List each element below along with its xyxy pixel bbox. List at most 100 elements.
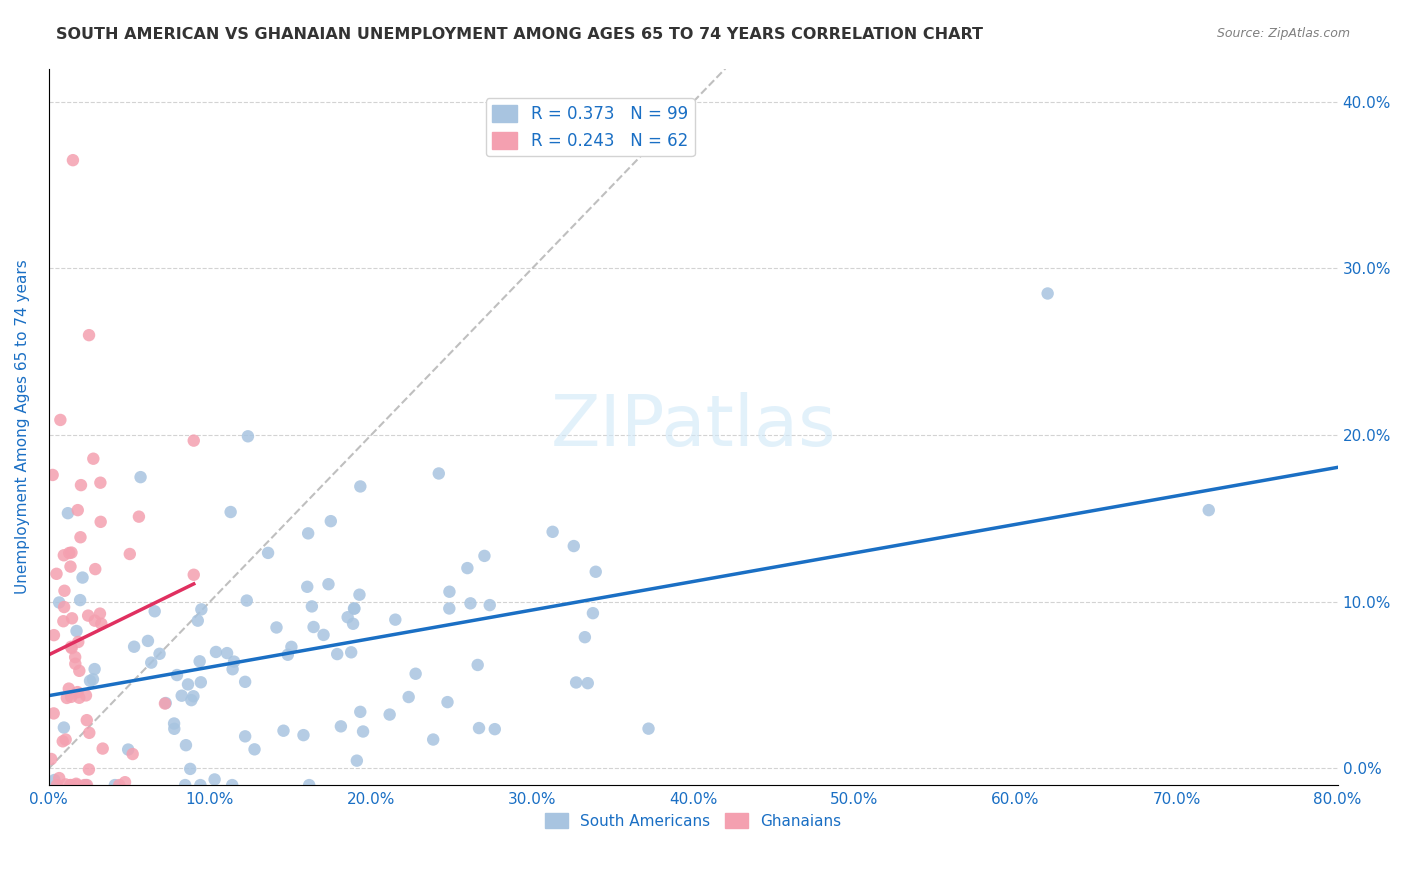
- Point: [318, 577, 340, 591]
- Point: [58, 681, 80, 696]
- Point: [183, 690, 205, 704]
- Point: [422, 732, 444, 747]
- Point: [62, 153, 84, 168]
- Point: [236, 429, 259, 443]
- Y-axis label: Unemployment Among Ages 65 to 74 years: Unemployment Among Ages 65 to 74 years: [15, 260, 30, 594]
- Point: [129, 470, 152, 484]
- Point: [72, 571, 94, 585]
- Point: [221, 778, 243, 792]
- Text: Source: ZipAtlas.com: Source: ZipAtlas.com: [1216, 27, 1350, 40]
- Text: ZIPatlas: ZIPatlas: [550, 392, 837, 461]
- Point: [405, 666, 427, 681]
- Point: [65, 777, 87, 791]
- Point: [59, 778, 82, 792]
- Point: [52, 721, 75, 735]
- Point: [121, 747, 143, 761]
- Point: [177, 677, 200, 691]
- Point: [163, 716, 186, 731]
- Point: [484, 722, 506, 736]
- Point: [190, 778, 212, 792]
- Point: [190, 602, 212, 616]
- Point: [75, 778, 97, 792]
- Point: [118, 547, 141, 561]
- Point: [67, 664, 90, 678]
- Point: [41, 467, 63, 482]
- Point: [76, 713, 98, 727]
- Point: [70, 478, 93, 492]
- Point: [59, 559, 82, 574]
- Point: [73, 778, 96, 792]
- Point: [541, 524, 564, 539]
- Point: [188, 654, 211, 668]
- Point: [104, 778, 127, 792]
- Point: [233, 729, 256, 743]
- Point: [90, 616, 112, 631]
- Point: [55, 732, 77, 747]
- Point: [66, 685, 89, 699]
- Point: [49, 413, 72, 427]
- Point: [67, 690, 90, 705]
- Point: [565, 675, 588, 690]
- Point: [439, 584, 461, 599]
- Point: [39, 752, 62, 766]
- Point: [58, 546, 80, 560]
- Point: [44, 772, 66, 787]
- Point: [155, 696, 177, 710]
- Point: [136, 634, 159, 648]
- Point: [52, 614, 75, 628]
- Point: [69, 530, 91, 544]
- Point: [243, 742, 266, 756]
- Point: [460, 596, 482, 610]
- Point: [349, 479, 371, 493]
- Point: [90, 515, 112, 529]
- Point: [474, 549, 496, 563]
- Point: [343, 601, 366, 615]
- Point: [76, 778, 98, 792]
- Point: [45, 566, 67, 581]
- Point: [204, 772, 226, 787]
- Point: [273, 723, 295, 738]
- Point: [346, 754, 368, 768]
- Point: [53, 583, 76, 598]
- Point: [77, 608, 100, 623]
- Point: [378, 707, 401, 722]
- Point: [166, 668, 188, 682]
- Point: [215, 646, 238, 660]
- Point: [153, 697, 176, 711]
- Text: SOUTH AMERICAN VS GHANAIAN UNEMPLOYMENT AMONG AGES 65 TO 74 YEARS CORRELATION CH: SOUTH AMERICAN VS GHANAIAN UNEMPLOYMENT …: [56, 27, 983, 42]
- Point: [1198, 503, 1220, 517]
- Point: [170, 689, 193, 703]
- Point: [456, 561, 478, 575]
- Point: [77, 763, 100, 777]
- Point: [77, 726, 100, 740]
- Point: [128, 509, 150, 524]
- Point: [67, 635, 90, 649]
- Point: [329, 719, 352, 733]
- Point: [141, 656, 163, 670]
- Point: [108, 778, 131, 792]
- Point: [478, 598, 501, 612]
- Point: [143, 604, 166, 618]
- Point: [65, 624, 87, 638]
- Point: [91, 741, 114, 756]
- Point: [183, 567, 205, 582]
- Point: [84, 562, 107, 576]
- Point: [174, 778, 197, 792]
- Point: [467, 657, 489, 672]
- Point: [637, 722, 659, 736]
- Point: [257, 546, 280, 560]
- Point: [83, 662, 105, 676]
- Legend: South Americans, Ghanaians: South Americans, Ghanaians: [538, 806, 848, 835]
- Point: [398, 690, 420, 704]
- Point: [342, 616, 364, 631]
- Point: [221, 662, 243, 676]
- Point: [42, 706, 65, 721]
- Point: [148, 647, 170, 661]
- Point: [319, 514, 342, 528]
- Point: [60, 641, 83, 656]
- Point: [576, 676, 599, 690]
- Point: [183, 434, 205, 448]
- Point: [336, 610, 359, 624]
- Point: [56, 690, 79, 705]
- Point: [298, 778, 321, 792]
